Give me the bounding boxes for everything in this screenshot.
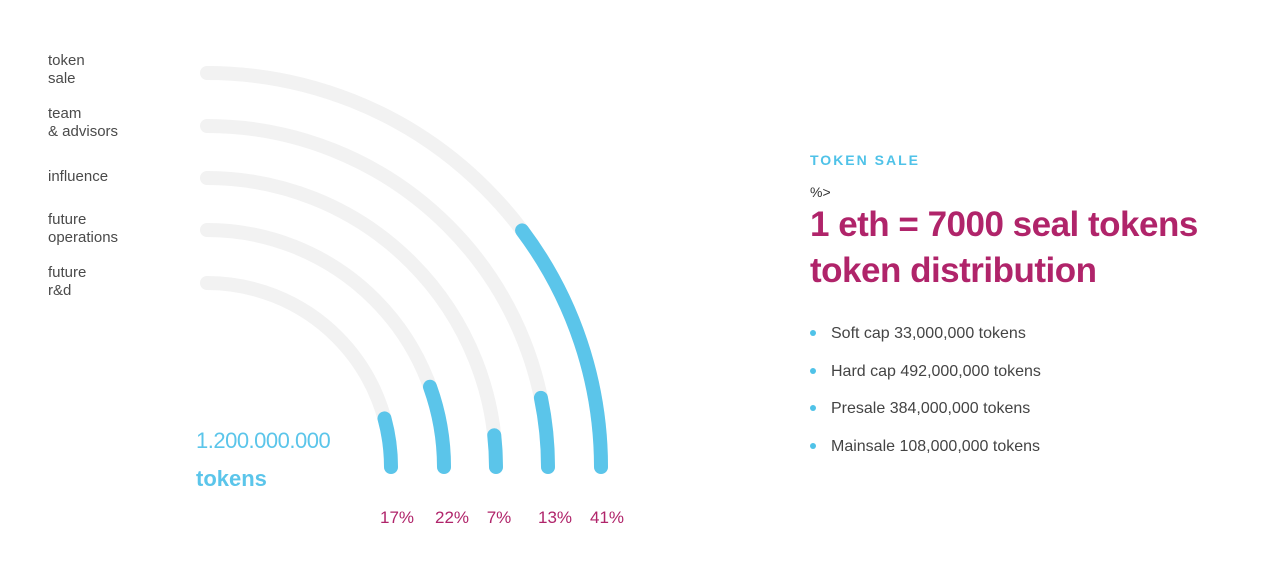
category-label-team-advisors: team & advisors (48, 105, 119, 140)
total-tokens-unit: tokens (196, 466, 267, 491)
list-item: Soft cap 33,000,000 tokens (810, 322, 1250, 360)
total-tokens-value: 1.200.000.000 (196, 428, 331, 453)
list-item: Presale 384,000,000 tokens (810, 397, 1250, 435)
cap-list: Soft cap 33,000,000 tokens Hard cap 492,… (810, 322, 1250, 472)
percent-label-future-operations: 22% (434, 508, 470, 527)
category-label-future-operations: future operations (48, 211, 119, 246)
bullet-dot-icon (810, 442, 816, 449)
token-distribution-chart: token sale team & advisors influence fut… (48, 52, 625, 527)
category-label-future-rd: future r&d (48, 264, 87, 299)
list-item-text: Presale 384,000,000 tokens (831, 400, 1031, 417)
section-eyebrow: TOKEN SALE (810, 152, 920, 168)
list-item-text: Soft cap 33,000,000 tokens (831, 325, 1026, 342)
list-item-text: Hard cap 492,000,000 tokens (831, 362, 1041, 380)
stray-symbol-text: %> (810, 184, 831, 200)
percent-label-team-advisors: 13% (537, 508, 573, 527)
arc-track-influence (200, 171, 503, 474)
arc-bar-token-sale (515, 223, 608, 474)
arc-bar-future-rd (377, 411, 398, 474)
arc-bar-team-advisors (533, 390, 555, 474)
category-label-token-sale: token sale (48, 52, 85, 87)
token-sale-info: TOKEN SALE %> 1 eth = 7000 seal tokens t… (810, 152, 1250, 472)
percent-label-token-sale: 41% (589, 508, 625, 527)
list-item-text: Mainsale 108,000,000 tokens (831, 437, 1041, 455)
arc-track-team-advisors (200, 119, 555, 474)
category-label-influence: influence (48, 168, 109, 185)
percent-label-future-rd: 17% (379, 508, 415, 527)
headline-rate: 1 eth = 7000 seal tokens (810, 205, 1198, 244)
list-item: Mainsale 108,000,000 tokens (810, 435, 1250, 473)
list-item: Hard cap 492,000,000 tokens (810, 360, 1250, 398)
bullet-dot-icon (810, 367, 816, 374)
bullet-dot-icon (810, 330, 816, 336)
headline: 1 eth = 7000 seal tokens token distribut… (810, 202, 1250, 294)
percent-label-influence: 7% (486, 508, 512, 527)
bullet-dot-icon (810, 405, 816, 411)
arc-bar-influence (487, 428, 503, 474)
headline-distribution: token distribution (810, 251, 1097, 290)
arc-bar-future-operations (422, 379, 451, 474)
radial-arc-chart (200, 66, 608, 474)
